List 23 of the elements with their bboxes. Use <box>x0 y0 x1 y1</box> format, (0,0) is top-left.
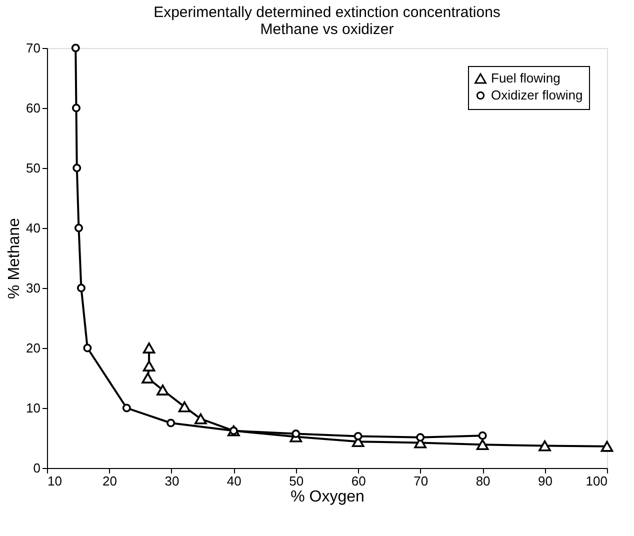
x-tick-label: 20 <box>102 474 117 488</box>
y-tick-label: 0 <box>33 460 40 476</box>
y-tick-label: 30 <box>26 280 40 296</box>
x-tick-label: 40 <box>226 474 242 488</box>
x-axis-title: % Oxygen <box>290 488 364 506</box>
x-tick-label: 60 <box>351 474 366 488</box>
y-tick-label: 40 <box>26 220 40 236</box>
x-tick-label: 50 <box>289 474 304 488</box>
x-tick-label: 90 <box>538 474 553 488</box>
y-tick-label: 60 <box>26 100 40 116</box>
x-tick-label: 10 <box>48 474 62 488</box>
x-tick-label: 100 <box>586 474 608 488</box>
y-tick-label: 50 <box>26 160 40 176</box>
chart-title: Experimentally determined extinction concentrations Methane vs oxidizer <box>154 4 500 38</box>
x-tick-label: 70 <box>414 474 428 488</box>
y-tick-label: 70 <box>26 40 40 56</box>
y-tick-label: 20 <box>26 340 40 356</box>
x-tick-label: 30 <box>164 474 180 488</box>
legend-label: Oxidizer flowing <box>491 88 583 102</box>
y-axis-title: % Methane <box>6 218 24 299</box>
y-tick-label: 10 <box>26 400 40 416</box>
x-tick-label: 80 <box>476 474 490 488</box>
legend-label: Fuel flowing <box>491 70 560 86</box>
